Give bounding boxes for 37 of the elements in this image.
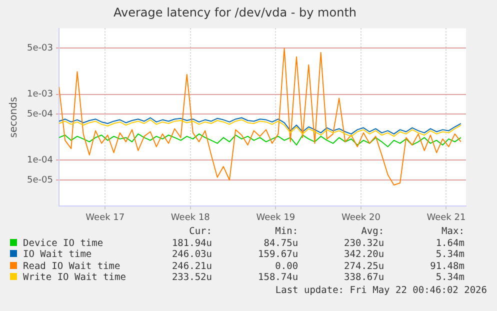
text: 91.48m (429, 260, 464, 272)
text: 274.25u (343, 260, 384, 272)
text: 159.67u (257, 249, 298, 260)
text: 1.64m (434, 238, 464, 249)
y-tick-label: 1e-03 (26, 90, 53, 100)
text: Max: (440, 226, 464, 238)
x-tick-label: Week 21 (426, 212, 466, 223)
text: 158.74u (257, 272, 298, 284)
chart-title: Average latency for /dev/vda - by month (114, 5, 356, 20)
text: 5.34m (434, 249, 464, 260)
text: 84.75u (262, 238, 298, 249)
text: 233.52u (170, 272, 212, 284)
text: 230.32u (343, 238, 384, 249)
y-tick-label: 5e-03 (26, 44, 53, 54)
text: 342.20u (343, 249, 384, 260)
text: 5.34m (434, 272, 464, 284)
text: 0.00 (274, 260, 298, 272)
legend-label: IO Wait time (22, 249, 93, 260)
y-tick-label: 5e-04 (26, 109, 54, 120)
text: 246.21u (170, 260, 212, 272)
text: Last update: Fri May 22 00:46:02 2026 (275, 285, 487, 296)
x-tick-label: Week 18 (170, 212, 210, 223)
legend-label: Read IO Wait time (22, 260, 122, 272)
x-tick-label: Week 19 (256, 212, 296, 223)
y-tick-label: 5e-05 (26, 175, 53, 186)
text: Min: (274, 226, 298, 238)
text: Avg: (360, 226, 384, 238)
y-axis-title: seconds (8, 96, 20, 138)
text: Cur: (188, 226, 212, 238)
x-tick-label: Week 17 (86, 212, 125, 223)
text: 181.94u (170, 238, 212, 249)
legend-label: Device IO time (22, 238, 104, 249)
text: 246.03u (170, 249, 212, 260)
y-tick-label: 1e-04 (26, 156, 54, 166)
x-tick-label: Week 20 (341, 212, 381, 223)
text: 338.67u (343, 272, 384, 284)
legend-label: Write IO Wait time (22, 272, 126, 284)
